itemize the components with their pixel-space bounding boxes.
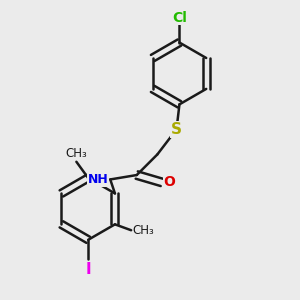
- Text: O: O: [163, 176, 175, 189]
- Text: CH₃: CH₃: [133, 224, 154, 237]
- Text: Cl: Cl: [172, 11, 187, 25]
- Text: I: I: [85, 262, 91, 277]
- Text: NH: NH: [88, 173, 109, 186]
- Text: S: S: [171, 122, 182, 137]
- Text: CH₃: CH₃: [65, 147, 87, 160]
